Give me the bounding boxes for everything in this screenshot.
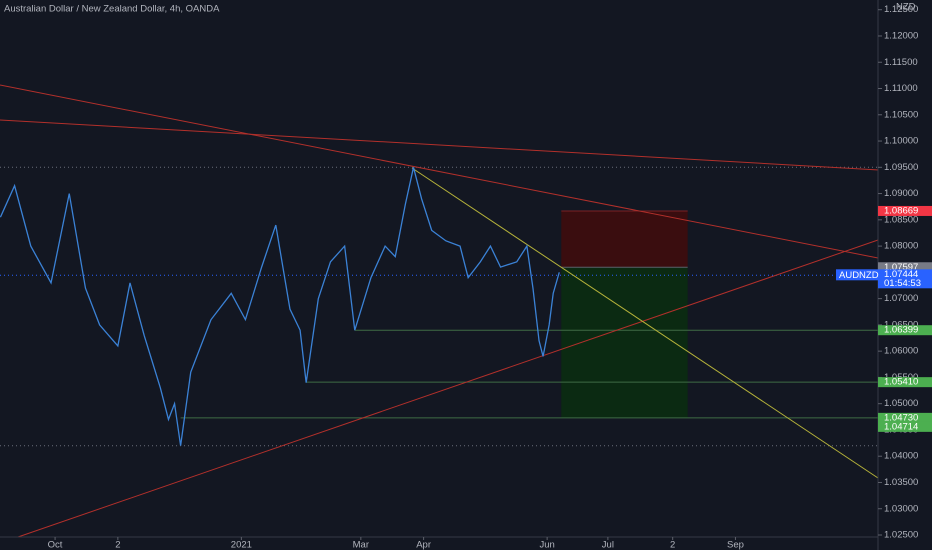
- y-tick-label: 1.08500: [884, 214, 918, 225]
- current-price-label: 1.07444: [884, 269, 918, 280]
- y-tick-label: 1.04000: [884, 451, 918, 462]
- price-label-bg: [878, 412, 932, 423]
- stop-zone: [561, 210, 688, 268]
- y-tick-label: 1.03500: [884, 477, 918, 488]
- y-tick-label: 1.06000: [884, 346, 918, 357]
- price-line: [0, 167, 560, 446]
- y-tick-label: 1.09500: [884, 162, 918, 173]
- y-tick-label: 1.03000: [884, 503, 918, 514]
- y-tick-label: 1.10000: [884, 136, 918, 147]
- y-tick-label: 1.11000: [884, 83, 918, 94]
- price-label-bg: [878, 205, 932, 216]
- x-tick-label: Jul: [602, 540, 614, 550]
- x-tick-label: Apr: [416, 540, 431, 550]
- price-label-bg: [878, 325, 932, 336]
- y-tick-label: 1.02500: [884, 530, 918, 541]
- y-tick-label: 1.09000: [884, 188, 918, 199]
- y-tick-label: 1.11500: [884, 57, 918, 68]
- x-tick-label: 2: [115, 540, 120, 550]
- trend-line: [0, 84, 879, 259]
- symbol-bg: [836, 269, 878, 281]
- x-tick-label: Oct: [48, 540, 63, 550]
- y-tick-label: 1.12500: [884, 4, 918, 15]
- current-price-bg: [878, 269, 932, 289]
- price-label: 1.06399: [884, 325, 918, 336]
- y-tick-label: 1.06500: [884, 319, 918, 330]
- x-tick-label: 2: [670, 540, 675, 550]
- price-label-bg: [878, 377, 932, 388]
- x-tick-label: Mar: [353, 540, 369, 550]
- currency-label: NZD: [896, 2, 916, 13]
- countdown: 01:54:53: [884, 278, 921, 289]
- trend-line: [17, 239, 879, 538]
- symbol-label: AUDNZD: [839, 270, 879, 281]
- chart-title: Australian Dollar / New Zealand Dollar, …: [4, 4, 220, 15]
- x-tick-label: Jun: [539, 540, 554, 550]
- price-label: 1.08669: [884, 205, 918, 216]
- price-label-bg: [878, 421, 932, 432]
- y-tick-label: 1.07000: [884, 293, 918, 304]
- trend-line: [411, 167, 879, 479]
- price-label: 1.04730: [884, 412, 918, 423]
- price-label: 1.07597: [884, 262, 918, 273]
- price-label: 1.05410: [884, 377, 918, 388]
- price-label-bg: [878, 262, 932, 273]
- trend-line: [0, 119, 932, 174]
- x-tick-label: 2021: [231, 540, 252, 550]
- y-tick-label: 1.08000: [884, 241, 918, 252]
- y-tick-label: 1.10500: [884, 109, 918, 120]
- price-label: 1.04714: [884, 421, 918, 432]
- y-tick-label: 1.12000: [884, 30, 918, 41]
- y-tick-label: 1.05000: [884, 398, 918, 409]
- x-tick-label: Sep: [727, 540, 744, 550]
